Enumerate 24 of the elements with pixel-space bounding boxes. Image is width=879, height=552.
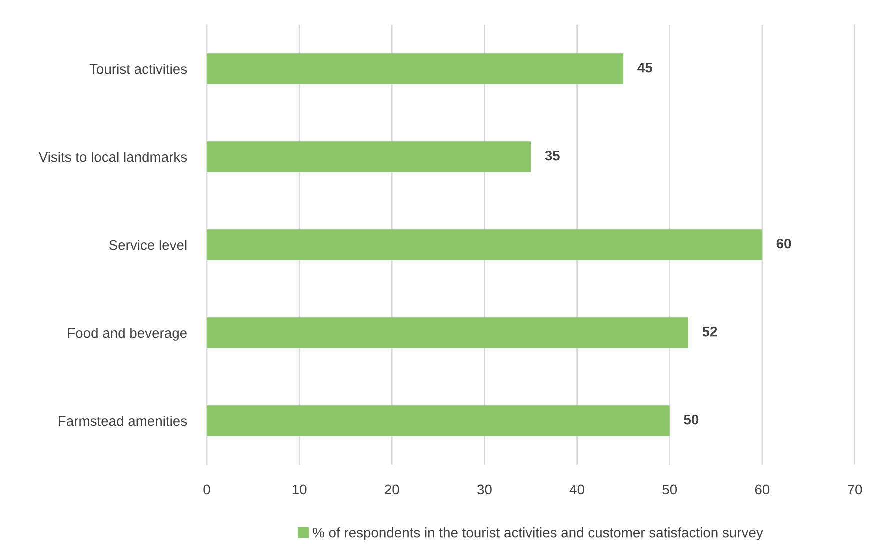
x-tick-label: 30 [478, 484, 492, 495]
y-tick-label: Food and beverage [68, 328, 187, 341]
x-tick-label: 60 [755, 484, 770, 495]
y-tick-label: Tourist activities [90, 64, 188, 74]
bar [207, 142, 531, 172]
y-tick-label: Service level [109, 240, 187, 250]
data-label: 35 [545, 150, 560, 161]
x-tick-label: 40 [570, 484, 584, 495]
data-label: 45 [638, 63, 653, 73]
x-tick-label: 10 [292, 484, 307, 495]
data-label: 50 [684, 414, 699, 425]
bar [207, 318, 688, 348]
x-tick-label: 20 [385, 484, 400, 495]
y-tick-label: Visits to local landmarks [38, 152, 188, 162]
y-tick-label: Farmstead amenities [59, 416, 188, 426]
legend-label: % of respondents in the tourist activities and customer satisfaction survey [313, 528, 764, 540]
data-label: 52 [702, 326, 718, 337]
x-tick-label: 70 [848, 484, 862, 495]
x-tick-label: 0 [204, 484, 210, 495]
bar [207, 230, 762, 260]
bar [207, 54, 624, 84]
bar [207, 406, 670, 436]
x-tick-label: 50 [662, 484, 678, 495]
data-label: 60 [776, 238, 792, 249]
